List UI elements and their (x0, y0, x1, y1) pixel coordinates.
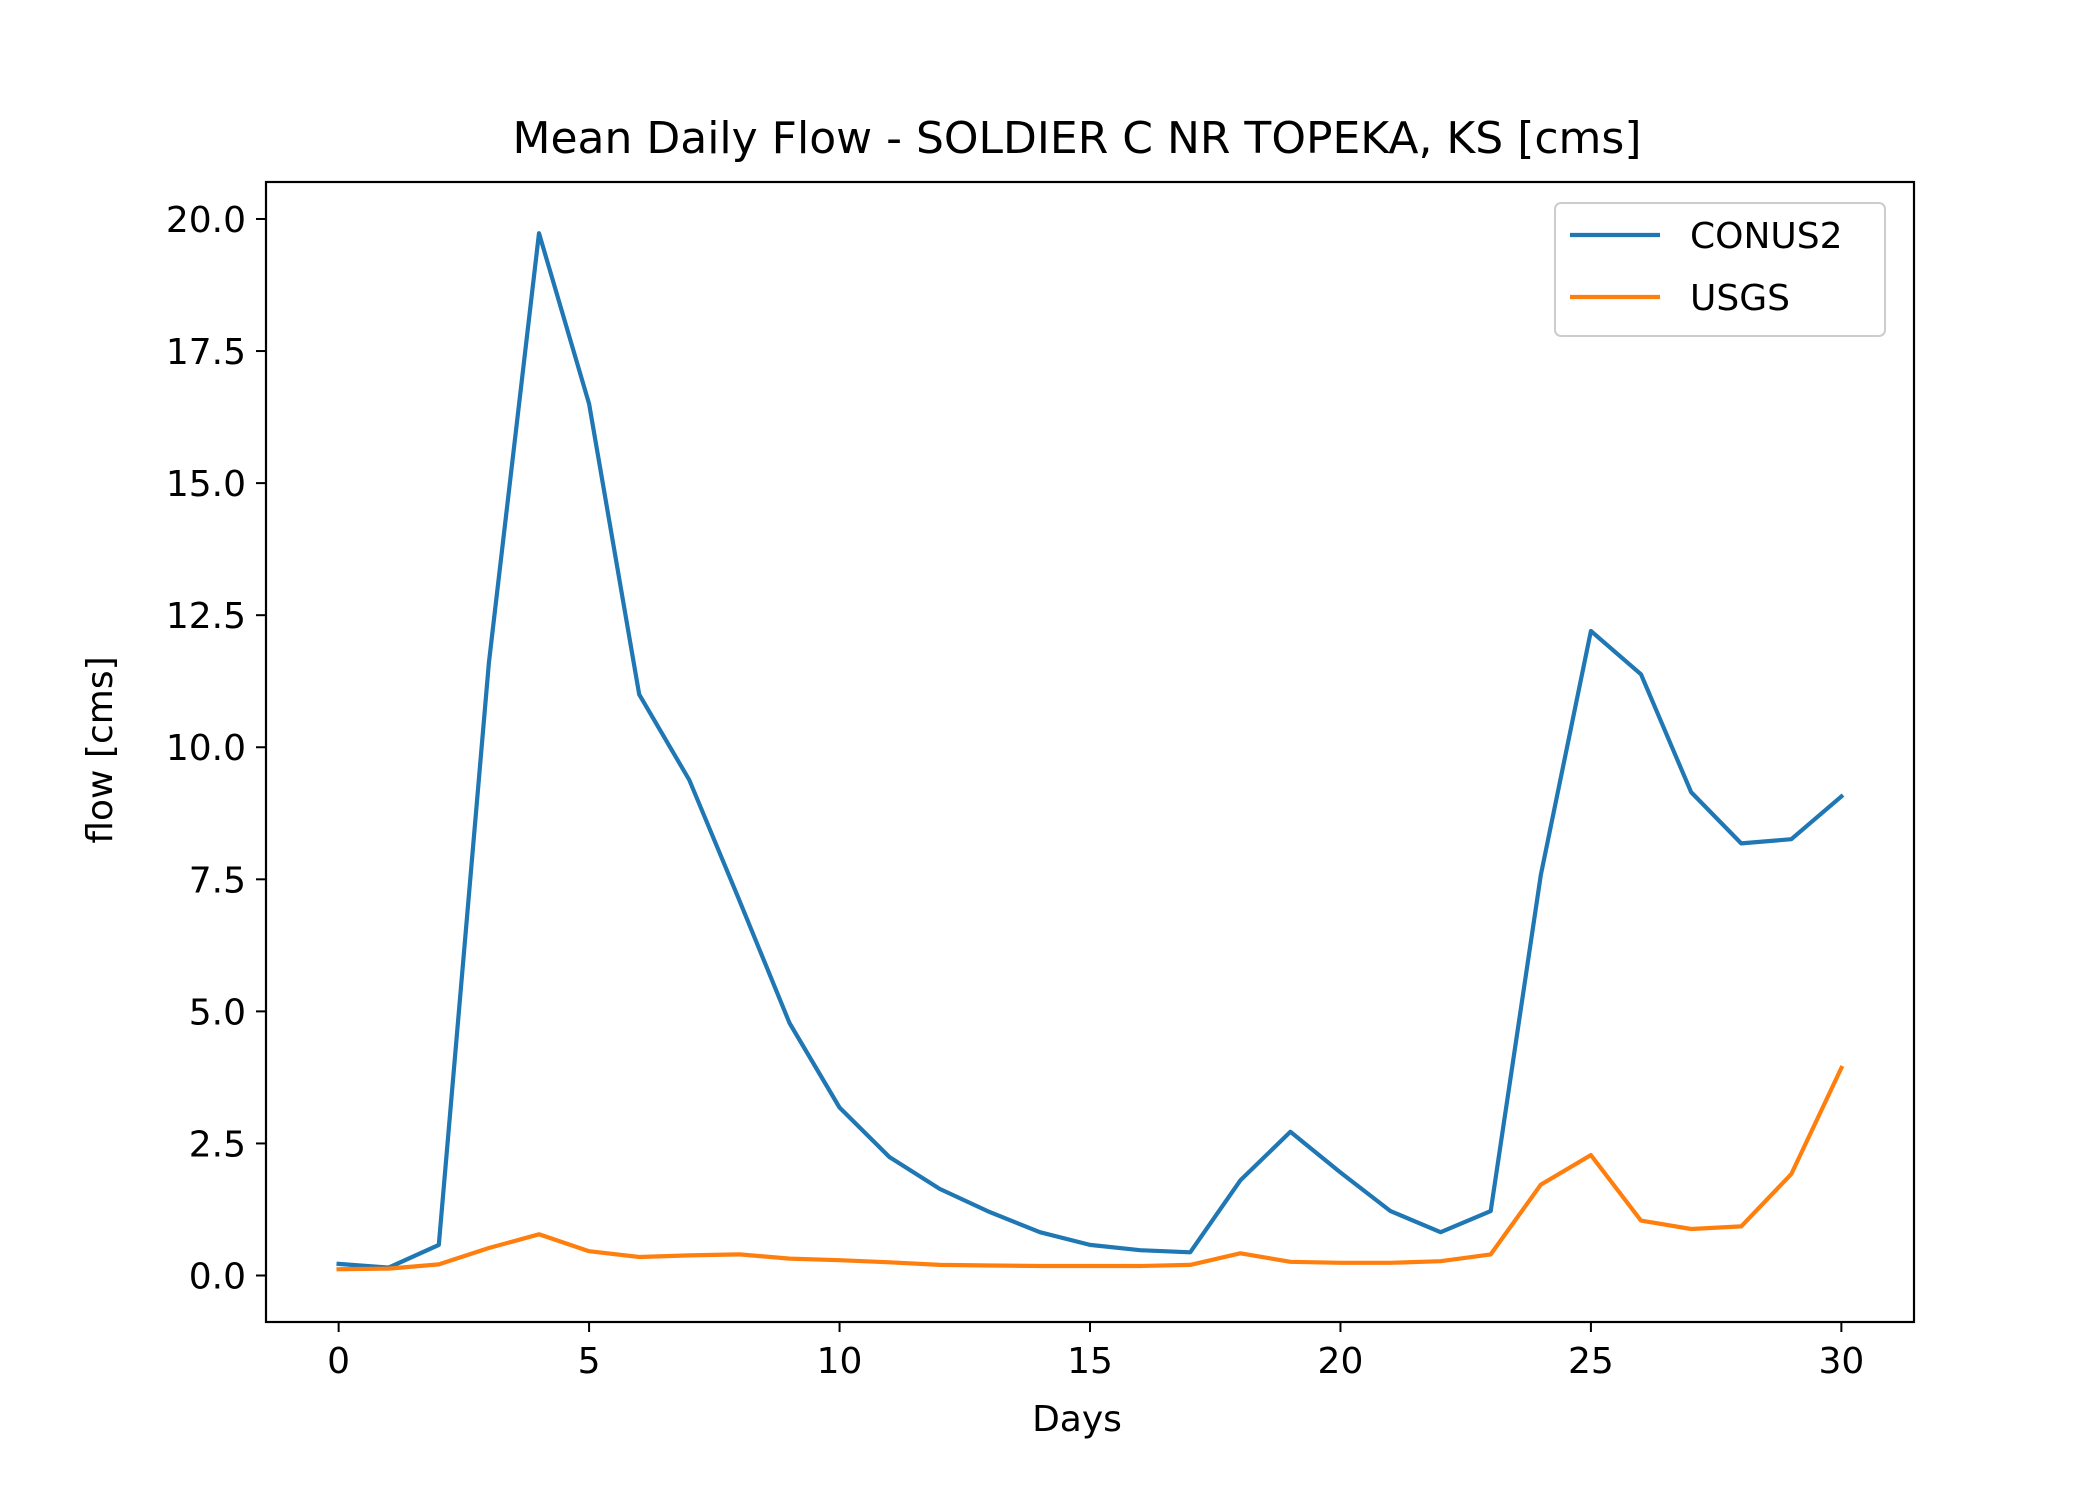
y-tick-label: 5.0 (189, 992, 246, 1033)
x-tick-label: 25 (1568, 1341, 1614, 1382)
y-tick-label: 0.0 (189, 1257, 246, 1298)
x-axis-label: Days (1032, 1399, 1122, 1440)
y-tick-label: 17.5 (166, 332, 246, 373)
x-tick-label: 15 (1067, 1341, 1113, 1382)
y-tick-label: 20.0 (166, 200, 246, 241)
x-tick-label: 10 (817, 1341, 863, 1382)
legend-label-conus2: CONUS2 (1690, 216, 1843, 257)
legend: CONUS2 USGS (1554, 202, 1886, 337)
x-tick-label: 5 (578, 1341, 601, 1382)
x-tick-label: 20 (1318, 1341, 1364, 1382)
y-tick-label: 12.5 (166, 596, 246, 637)
x-tick-label: 30 (1818, 1341, 1864, 1382)
legend-label-usgs: USGS (1690, 278, 1790, 319)
y-axis-label: flow [cms] (80, 656, 121, 843)
y-tick-label: 2.5 (189, 1124, 246, 1165)
series-line-usgs (336, 1065, 1845, 1272)
y-tick-label: 7.5 (189, 860, 246, 901)
x-tick-label: 0 (327, 1341, 350, 1382)
y-tick-label: 15.0 (166, 464, 246, 505)
chart-title: Mean Daily Flow - SOLDIER C NR TOPEKA, K… (512, 113, 1641, 164)
series-line-conus2 (336, 231, 1845, 1270)
plot-area: 0 5 10 15 20 25 30 0.0 2.5 5.0 7.5 10.0 12.5 15.0 17.5… (166, 180, 1916, 1382)
y-tick-label: 10.0 (166, 728, 246, 769)
